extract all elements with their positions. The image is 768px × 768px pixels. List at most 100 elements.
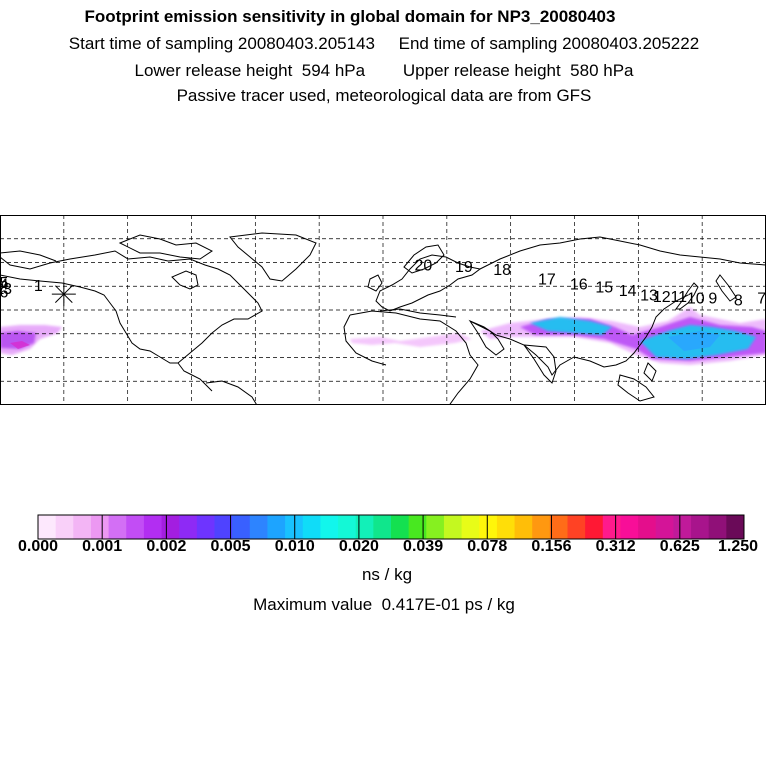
coast-asia-north	[479, 236, 766, 270]
colorbar-cell	[338, 515, 357, 539]
colorbar-dividers	[101, 515, 681, 539]
colorbar-cell	[620, 515, 639, 539]
trajectory-labels: 1234567891011121314151617181920	[0, 257, 766, 309]
colorbar-cell	[514, 515, 533, 539]
colorbar-cell	[532, 515, 551, 539]
colorbar-tick-label: 0.156	[531, 538, 572, 555]
footprint-map: 1234567891011121314151617181920	[0, 215, 766, 405]
colorbar-cell	[126, 515, 145, 539]
figure-title: Footprint emission sensitivity in global…	[84, 7, 616, 26]
release-height-line: Lower release height 594 hPa Upper relea…	[134, 61, 634, 80]
coast-arctic-islands	[118, 234, 213, 260]
coast-kamchatka	[715, 274, 737, 302]
colorbar-tick-label: 0.005	[210, 538, 251, 555]
colorbar-cell	[302, 515, 321, 539]
colorbar-cells	[38, 515, 745, 539]
colorbar-cell	[443, 515, 463, 539]
colorbar-cell	[38, 515, 57, 539]
colorbar-cell	[232, 515, 251, 539]
colorbar-cell	[179, 515, 198, 539]
colorbar-unit: ns / kg	[361, 565, 413, 584]
coast-south-america	[205, 380, 258, 405]
colorbar-cell	[214, 515, 233, 539]
colorbar-cell	[655, 515, 674, 539]
colorbar	[37, 514, 745, 540]
colorbar-cell	[638, 515, 657, 539]
colorbar-tick-label: 0.001	[82, 538, 123, 555]
colorbar-cell	[143, 515, 163, 539]
coast-central-america	[177, 362, 213, 392]
colorbar-cell	[691, 515, 710, 539]
colorbar-cell	[708, 515, 727, 539]
release-point-marker	[51, 282, 76, 307]
colorbar-cell	[161, 515, 180, 539]
colorbar-cell	[426, 515, 445, 539]
colorbar-tick-label: 0.625	[659, 538, 700, 555]
trajectory-label: 10	[687, 291, 705, 308]
trajectory-label: 1	[34, 278, 43, 295]
colorbar-cell	[673, 515, 692, 539]
coast-scandinavia	[403, 244, 445, 274]
trajectory-label: 9	[708, 291, 717, 308]
plume-asia-core	[530, 317, 612, 335]
colorbar-cell	[391, 515, 410, 539]
colorbar-cell	[461, 515, 480, 539]
coast-southeast-asia	[617, 374, 655, 402]
trajectory-label: 8	[734, 292, 743, 309]
colorbar-cell	[567, 515, 586, 539]
tracer-info-line: Passive tracer used, meteorological data…	[176, 86, 592, 105]
plume-west-hot	[10, 341, 30, 349]
trajectory-label: 14	[619, 283, 637, 300]
coast-alaska	[0, 250, 57, 262]
colorbar-tick-label: 0.039	[403, 538, 444, 555]
colorbar-tick-label: 0.312	[595, 538, 636, 555]
trajectory-label: 12	[653, 289, 671, 306]
coast-africa	[349, 310, 479, 405]
sensitivity-plume	[0, 307, 766, 365]
trajectory-label: 5	[0, 275, 9, 292]
colorbar-cell	[585, 515, 604, 539]
colorbar-tick-label: 0.000	[17, 538, 59, 555]
colorbar-tick-label: 0.078	[467, 538, 508, 555]
coast-india	[522, 344, 557, 384]
map-frame	[0, 215, 766, 405]
coastlines	[0, 232, 766, 405]
colorbar-cell	[55, 515, 74, 539]
coast-britain	[367, 274, 383, 292]
colorbar-cell	[479, 515, 498, 539]
trajectory-label: 15	[595, 280, 613, 297]
trajectory-label: 2	[0, 281, 5, 298]
plume-mid-light	[350, 333, 472, 347]
trajectory-label: 18	[493, 262, 511, 279]
colorbar-tick-label: 0.020	[338, 538, 379, 555]
map-grid	[0, 215, 766, 405]
maximum-value-text: Maximum value 0.417E-01 ps / kg	[253, 595, 515, 614]
trajectory-label: 3	[3, 281, 12, 298]
colorbar-cell	[549, 515, 568, 539]
coast-arabia	[468, 319, 505, 356]
colorbar-cell	[267, 515, 286, 539]
sampling-time-line: Start time of sampling 20080403.205143 E…	[68, 34, 700, 53]
coast-greenland	[229, 232, 317, 282]
trajectory-label: 13	[640, 288, 658, 305]
colorbar-cell	[373, 515, 392, 539]
coast-north-america	[0, 250, 263, 364]
colorbar-tick-label: 0.002	[146, 538, 187, 555]
coast-japan	[675, 282, 699, 310]
trajectory-label: 7	[757, 291, 766, 308]
plume-pacific-deep	[668, 331, 720, 351]
trajectory-label: 6	[0, 284, 9, 301]
colorbar-frame	[37, 514, 745, 540]
colorbar-cell	[320, 515, 339, 539]
trajectory-label: 11	[670, 289, 687, 306]
trajectory-label: 17	[538, 272, 556, 289]
colorbar-cell	[496, 515, 516, 539]
colorbar-cell	[73, 515, 92, 539]
colorbar-tick-label: 1.250	[717, 538, 759, 555]
colorbar-cell	[355, 515, 374, 539]
trajectory-label: 19	[455, 259, 473, 276]
release-marker-stroke	[54, 285, 73, 304]
colorbar-cell	[602, 515, 621, 539]
coast-hudson-bay	[171, 270, 199, 290]
